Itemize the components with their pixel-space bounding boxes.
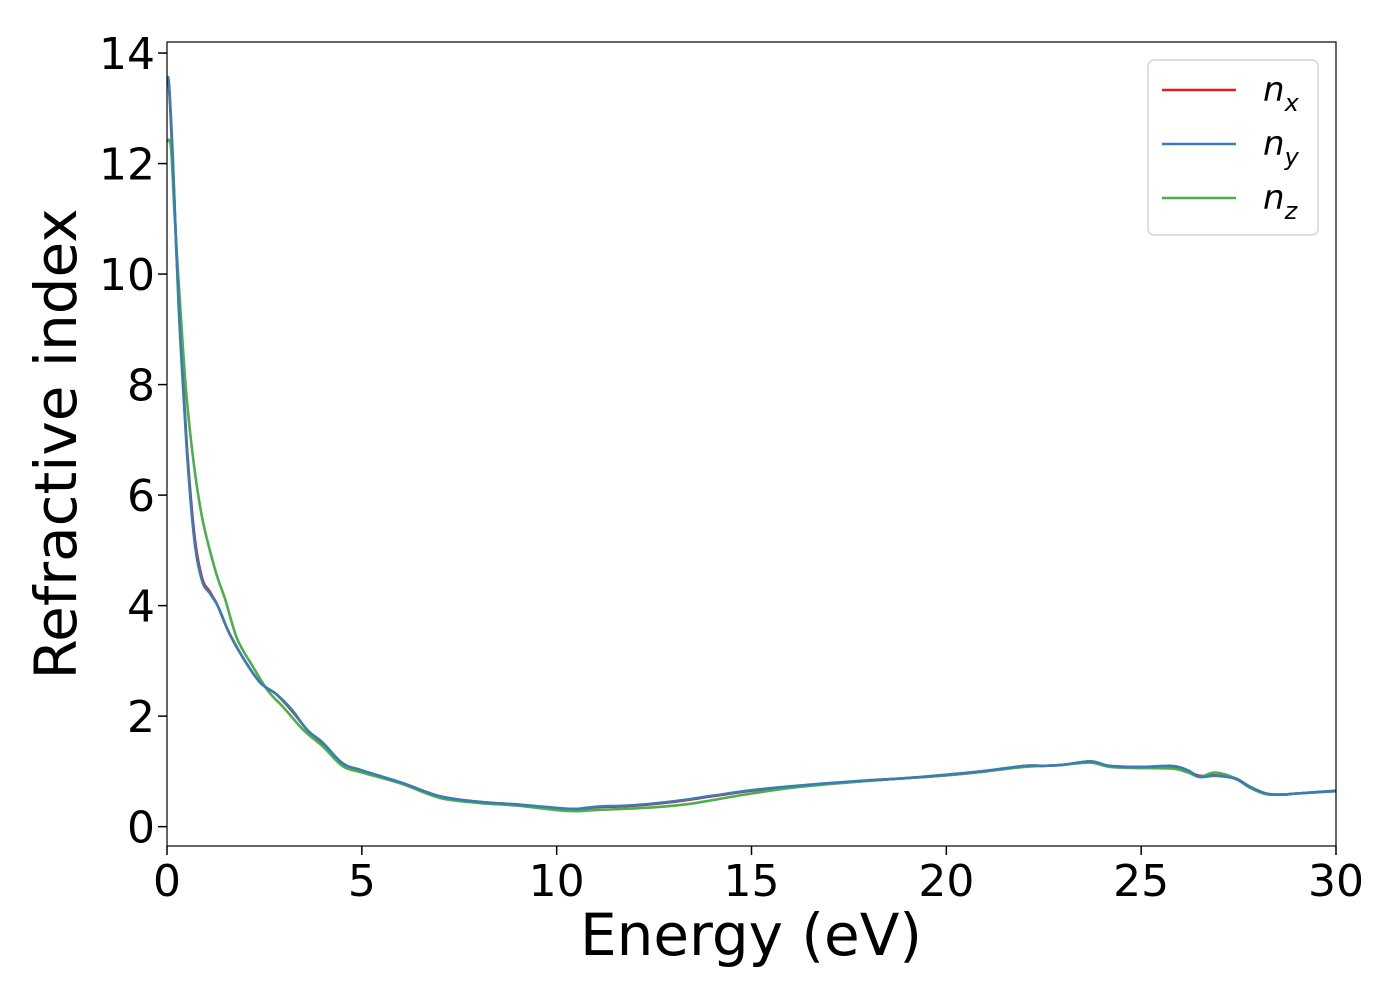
y-axis: 0 2 4 6 8 10 12 14 [99, 29, 167, 854]
x-tick-label: 5 [348, 856, 376, 907]
legend-label-subscript: x [1284, 89, 1300, 117]
series-line-ny [167, 75, 1336, 811]
x-tick-label: 15 [724, 856, 780, 907]
legend-label-base: n [1263, 70, 1285, 110]
series-layer [167, 75, 1336, 813]
legend-box [1147, 59, 1319, 236]
series-line-nz [167, 138, 1336, 813]
y-tick-label: 4 [127, 582, 155, 633]
x-tick-label: 20 [918, 856, 974, 907]
y-tick-label: 12 [99, 140, 155, 191]
x-tick-label: 10 [529, 856, 585, 907]
y-tick-label: 6 [127, 471, 155, 522]
y-axis-title: Refractive index [22, 208, 90, 679]
legend-label-base: n [1263, 124, 1285, 164]
x-axis-title: Energy (eV) [580, 901, 922, 969]
y-tick-label: 10 [99, 250, 155, 301]
y-tick-label: 8 [127, 361, 155, 412]
legend-label-nz: nz [1263, 178, 1299, 225]
y-tick-label: 2 [127, 692, 155, 743]
x-axis: 0 5 10 15 20 25 30 [153, 846, 1364, 907]
legend-label-nx: nx [1263, 70, 1300, 117]
legend-label-ny: ny [1263, 124, 1300, 171]
y-tick-label: 14 [99, 29, 155, 80]
legend-label-base: n [1263, 178, 1285, 218]
y-tick-label: 0 [127, 803, 155, 854]
x-tick-label: 0 [153, 856, 181, 907]
x-tick-label: 25 [1113, 856, 1169, 907]
legend-label-subscript: z [1284, 197, 1299, 225]
x-tick-label: 30 [1308, 856, 1364, 907]
legend-label-subscript: y [1284, 143, 1300, 171]
